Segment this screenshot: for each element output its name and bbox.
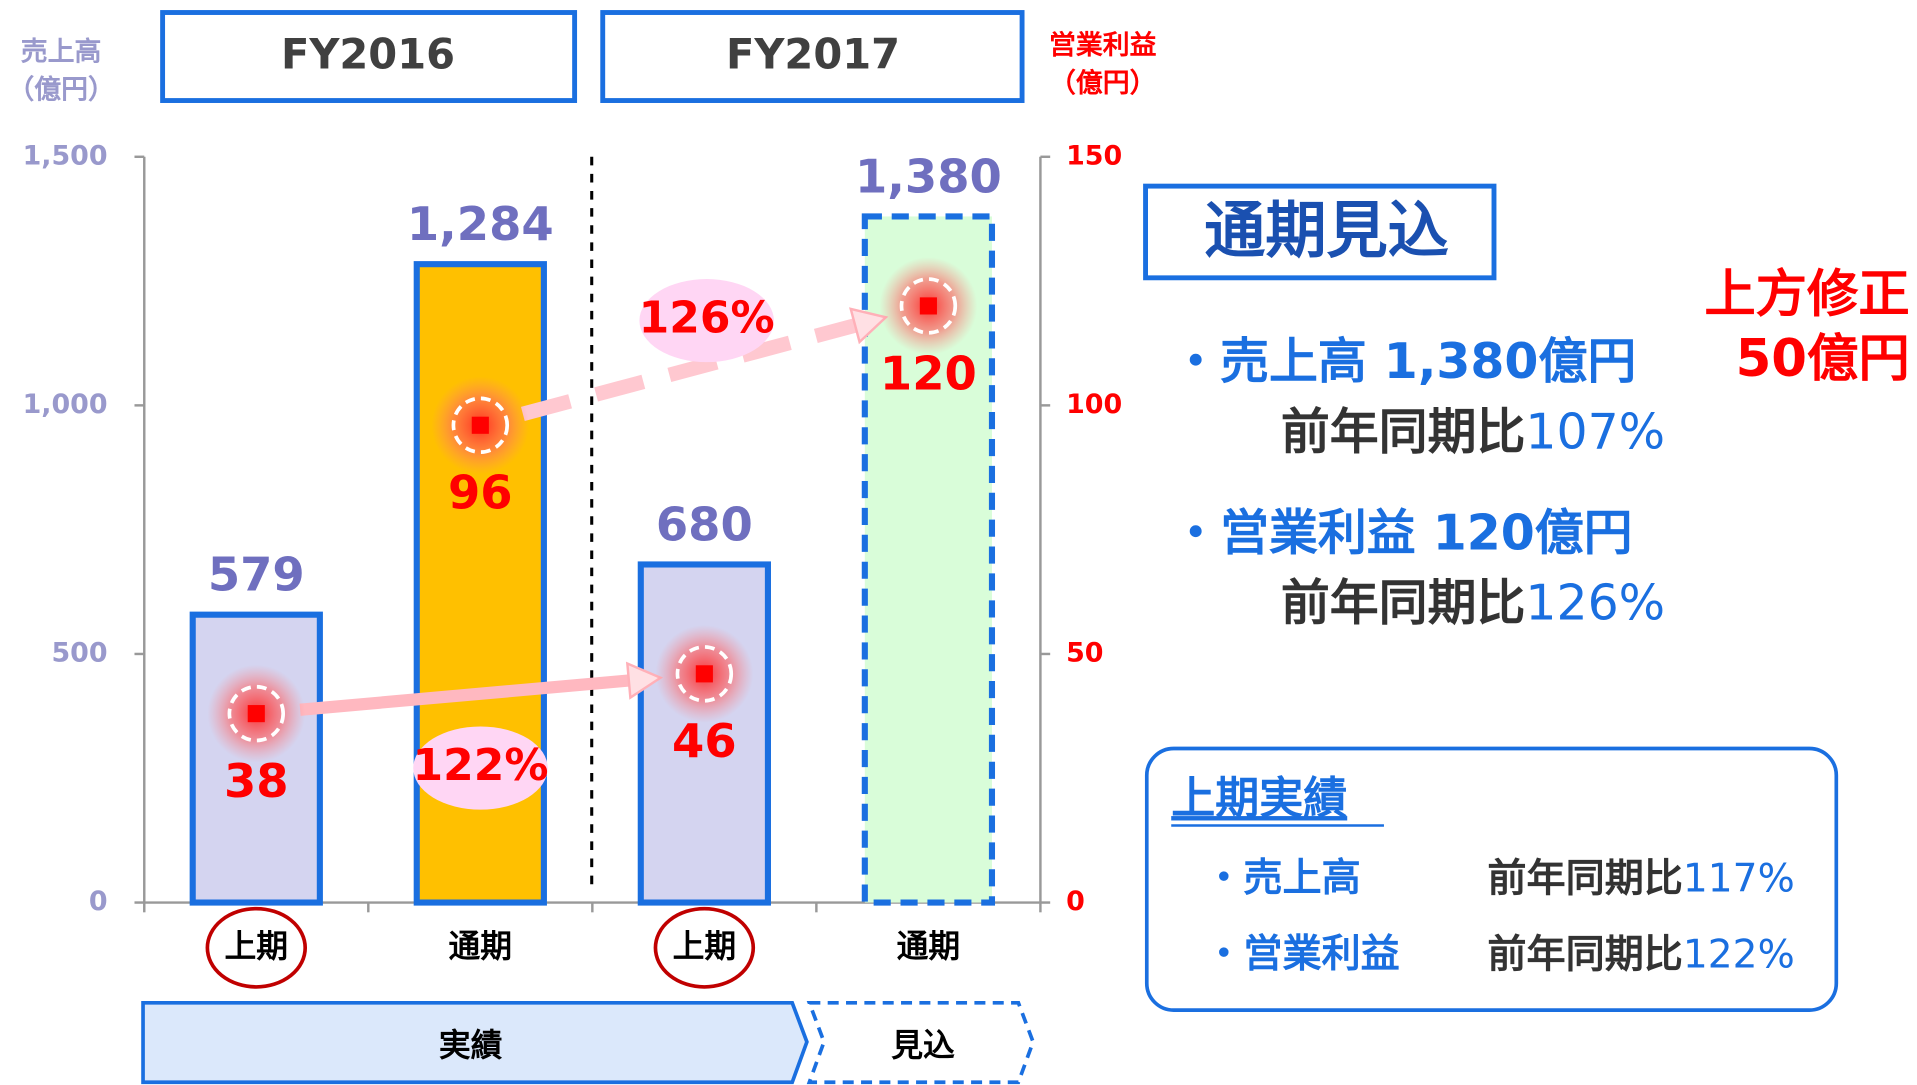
y2-tick-label: 150 bbox=[1066, 140, 1122, 171]
trend-arrow bbox=[299, 673, 640, 716]
point-value-label: 46 bbox=[672, 714, 737, 768]
bar-value-label: 1,284 bbox=[407, 197, 554, 251]
revision: 50億円 bbox=[1736, 329, 1910, 389]
revision: 上方修正 bbox=[1704, 264, 1909, 324]
yoy-value: 122% bbox=[1683, 932, 1795, 977]
group-label: FY2017 bbox=[726, 30, 900, 79]
x-tick-label: 通期 bbox=[897, 929, 961, 965]
y-axis-label: （億円） bbox=[7, 74, 115, 105]
yoy-label: 前年同期比 bbox=[1281, 403, 1525, 460]
bar-value-label: 680 bbox=[656, 497, 753, 551]
annotation-bubble bbox=[639, 279, 774, 363]
yoy-label: 前年同期比 bbox=[1281, 574, 1525, 631]
period-label: 見込 bbox=[891, 1028, 955, 1064]
profit-point bbox=[471, 416, 489, 434]
point-ring bbox=[675, 645, 734, 703]
point-value-label: 96 bbox=[448, 466, 513, 520]
yoy-value: 117% bbox=[1683, 856, 1795, 901]
point-value-label: 38 bbox=[224, 754, 289, 808]
category-badge bbox=[205, 906, 308, 989]
group-box bbox=[600, 10, 1025, 103]
point-ring bbox=[899, 277, 958, 335]
point-ring bbox=[451, 396, 510, 454]
y-tick-label: 1,500 bbox=[23, 140, 108, 171]
x-tick-label: 上期 bbox=[673, 929, 737, 965]
yoy-value: 107% bbox=[1525, 403, 1665, 460]
growth-annotation: 126% bbox=[639, 293, 775, 344]
bar-value-label: 1,380 bbox=[855, 149, 1002, 203]
x-tick-label: 通期 bbox=[449, 929, 513, 965]
panel-title: 上期実績 bbox=[1171, 773, 1347, 824]
item-yoy: 前年同期比122% bbox=[1487, 932, 1794, 977]
period-label: 実績 bbox=[439, 1028, 503, 1064]
arrow-head bbox=[849, 307, 889, 345]
y-axis-label: 売上高 bbox=[21, 35, 102, 67]
y-tick-label: 500 bbox=[51, 637, 107, 668]
item-label: ・売上高 1,380億円 bbox=[1171, 333, 1636, 390]
period-band bbox=[141, 1000, 809, 1085]
arrow-head bbox=[625, 661, 664, 700]
x-tick-label: 上期 bbox=[225, 929, 289, 965]
trend-arrow bbox=[520, 315, 867, 422]
yoy-label: 前年同期比 bbox=[1487, 856, 1683, 901]
panel-box bbox=[1144, 746, 1839, 1012]
point-value-label: 120 bbox=[880, 346, 977, 400]
panel-title-box bbox=[1143, 183, 1497, 281]
yoy-label: 前年同期比 bbox=[1487, 932, 1683, 977]
period-band bbox=[806, 1000, 1036, 1085]
item-yoy: 前年同期比117% bbox=[1487, 856, 1794, 901]
yoy-value: 126% bbox=[1525, 574, 1665, 631]
profit-point bbox=[695, 665, 713, 683]
y2-axis-label: （億円） bbox=[1049, 68, 1157, 99]
item-yoy: 前年同期比107% bbox=[1281, 403, 1665, 460]
annotation-bubble bbox=[413, 726, 548, 810]
category-badge bbox=[653, 906, 756, 989]
growth-annotation: 122% bbox=[413, 740, 549, 791]
group-label: FY2016 bbox=[281, 30, 455, 79]
bar-value-label: 579 bbox=[208, 548, 305, 602]
item-label: ・売上高 bbox=[1204, 856, 1360, 901]
profit-point bbox=[247, 705, 265, 723]
bar bbox=[637, 561, 771, 906]
y2-tick-label: 0 bbox=[1066, 886, 1085, 917]
y2-tick-label: 100 bbox=[1066, 389, 1122, 420]
y2-tick-label: 50 bbox=[1066, 637, 1103, 668]
y-tick-label: 0 bbox=[89, 886, 108, 917]
profit-point bbox=[919, 297, 937, 315]
y-tick-label: 1,000 bbox=[23, 389, 108, 420]
item-label: ・営業利益 bbox=[1204, 932, 1400, 977]
point-ring bbox=[227, 684, 286, 743]
group-box bbox=[160, 10, 578, 103]
item-yoy: 前年同期比126% bbox=[1281, 574, 1665, 631]
y2-axis-label: 営業利益 bbox=[1049, 29, 1157, 61]
item-label: ・営業利益 120億円 bbox=[1171, 504, 1632, 561]
panel-title: 通期見込 bbox=[1204, 196, 1448, 267]
